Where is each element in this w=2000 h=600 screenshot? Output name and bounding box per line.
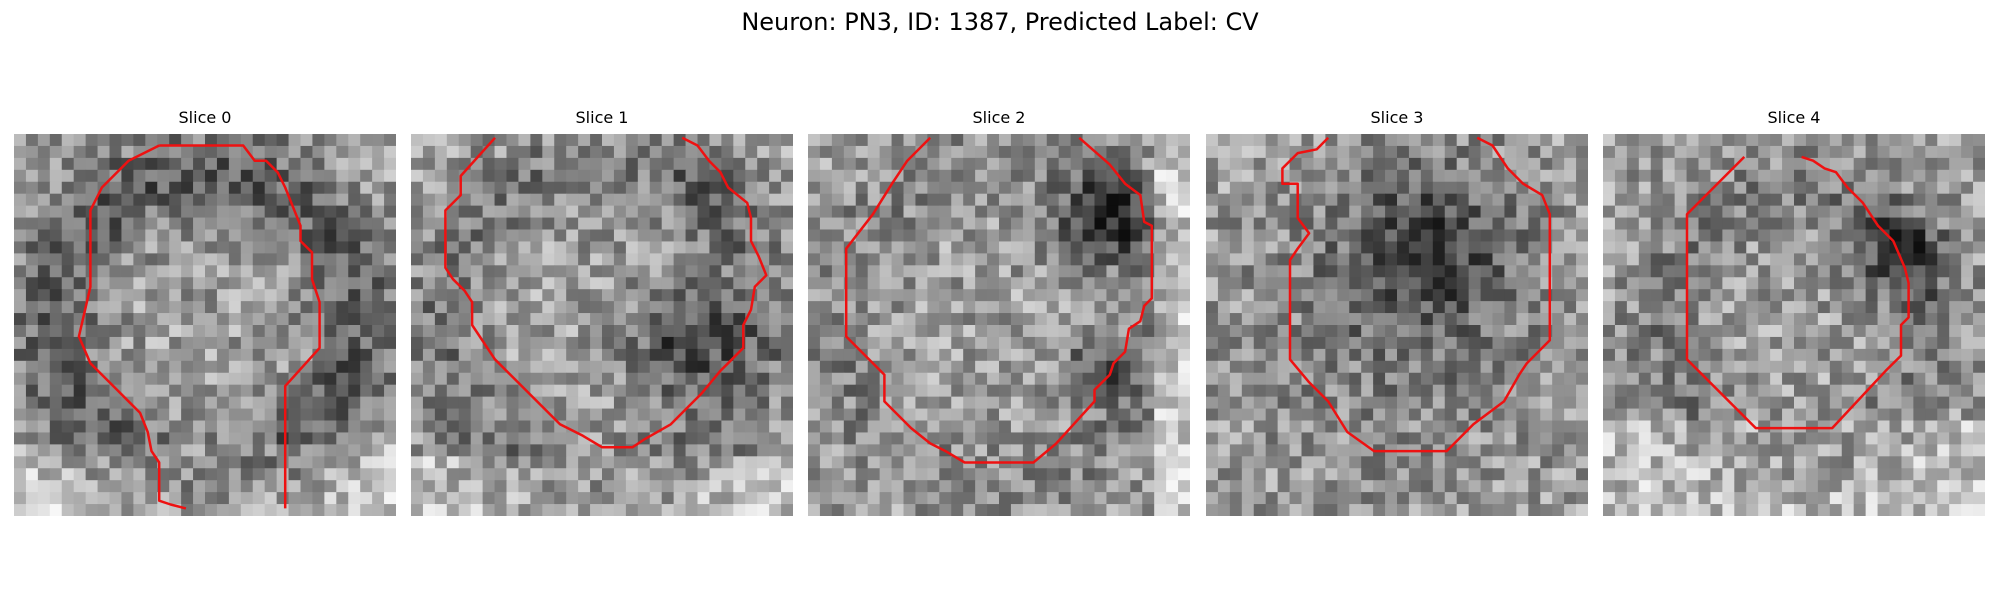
panel-title: Slice 4 [1767,108,1821,127]
neuron-outline [1685,155,1910,430]
neuron-outline [844,136,1154,464]
panel-title: Slice 0 [178,108,232,127]
panel-slice-2: Slice 2 [808,108,1190,516]
slice-image [14,134,396,516]
neuron-outline [444,136,768,449]
slice-image [1206,134,1588,516]
panel-slice-3: Slice 3 [1206,108,1588,516]
neuron-outline [77,144,187,510]
panel-slice-0: Slice 0 [14,108,396,516]
slice-image [1603,134,1985,516]
figure-title: Neuron: PN3, ID: 1387, Predicted Label: … [741,8,1259,36]
panel-title: Slice 3 [1370,108,1424,127]
neuron-outline [1281,136,1552,453]
panel-title: Slice 1 [575,108,629,127]
panel-slice-4: Slice 4 [1603,108,1985,516]
slice-image [411,134,793,516]
panel-title: Slice 2 [972,108,1026,127]
slice-image [808,134,1190,516]
neuron-outline [159,144,321,509]
panel-slice-1: Slice 1 [411,108,793,516]
